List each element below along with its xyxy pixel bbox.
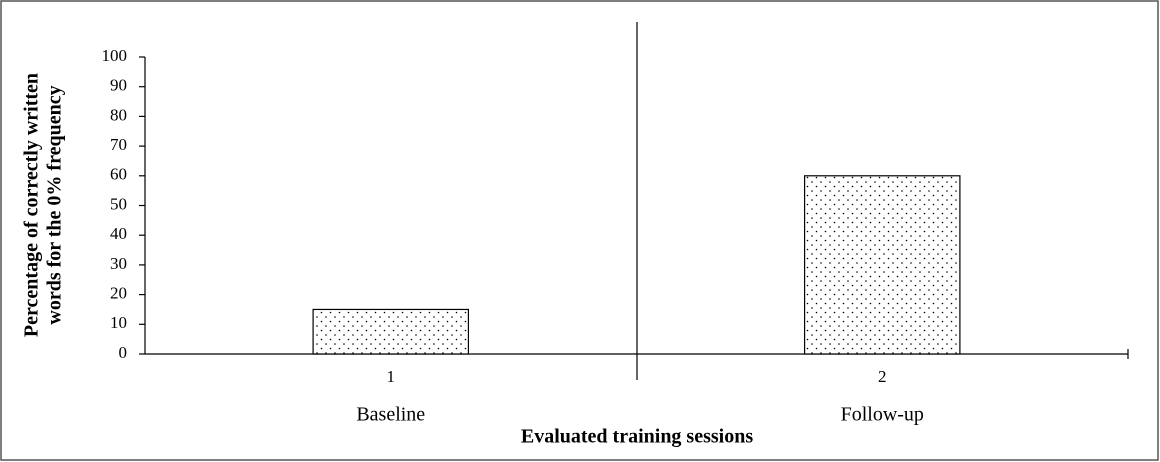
y-tick-label: 10 (110, 313, 127, 332)
x-tick-label: 2 (878, 367, 887, 386)
phase-label: Baseline (356, 404, 425, 426)
y-axis-title: words for the 0% frequency (44, 85, 66, 324)
bar (312, 308, 470, 355)
y-tick-label: 90 (110, 76, 127, 95)
x-axis-title: Evaluated training sessions (521, 426, 753, 448)
y-tick-label: 60 (110, 165, 127, 184)
y-tick-label: 20 (110, 284, 127, 303)
y-tick-label: 100 (102, 46, 128, 65)
y-tick-label: 30 (110, 254, 127, 273)
x-tick-label: 1 (387, 367, 396, 386)
y-tick-label: 80 (110, 105, 127, 124)
y-tick-label: 40 (110, 224, 127, 243)
phase-label: Follow-up (841, 404, 924, 426)
y-tick-label: 70 (110, 135, 127, 154)
y-tick-label: 50 (110, 194, 127, 213)
y-tick-label: 0 (119, 343, 128, 362)
y-axis-title: Percentage of correctly written (21, 73, 43, 337)
bar (803, 175, 961, 355)
